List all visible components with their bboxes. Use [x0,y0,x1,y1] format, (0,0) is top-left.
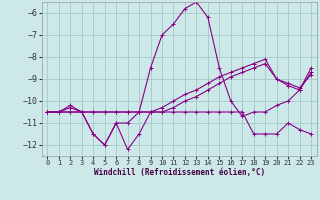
X-axis label: Windchill (Refroidissement éolien,°C): Windchill (Refroidissement éolien,°C) [94,168,265,177]
